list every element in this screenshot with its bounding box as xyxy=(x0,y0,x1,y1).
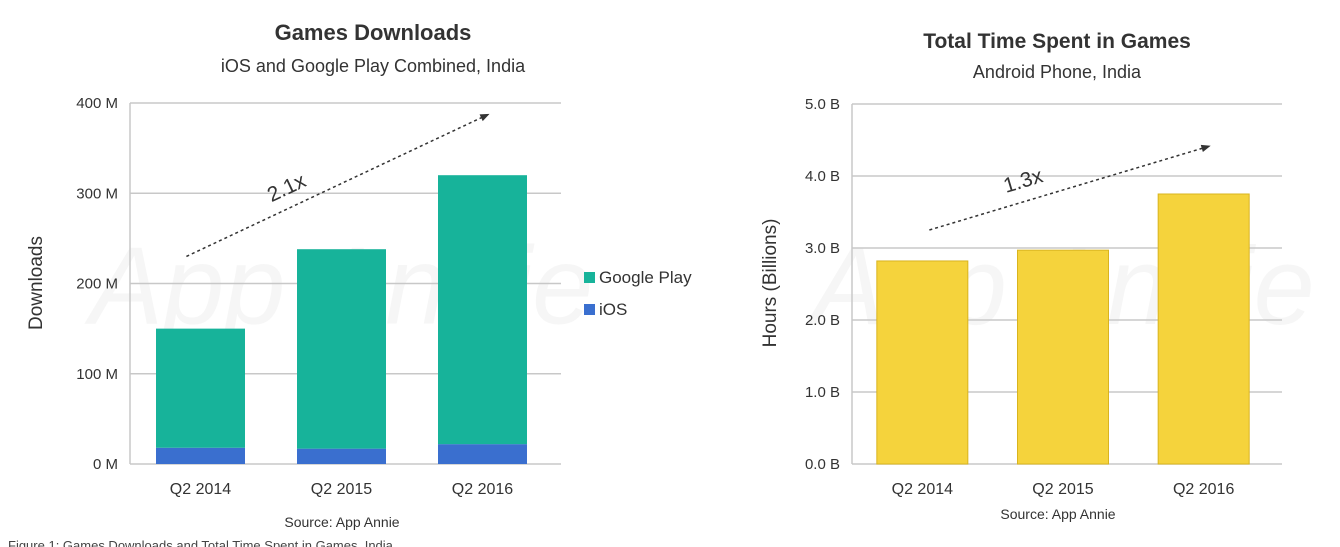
y-tick-label: 0.0 B xyxy=(805,456,840,473)
y-tick-label: 5.0 B xyxy=(805,96,840,113)
x-tick-label: Q2 2016 xyxy=(452,481,513,498)
growth-label: 2.1x xyxy=(264,169,310,207)
bar-google-play xyxy=(156,328,245,448)
y-tick-label: 4.0 B xyxy=(805,168,840,185)
legend: Google Play iOS xyxy=(584,268,692,319)
source-label: Source: App Annie xyxy=(1000,506,1115,522)
x-tick-label: Q2 2015 xyxy=(311,481,372,498)
x-tick-label: Q2 2016 xyxy=(1173,481,1234,498)
chart-title: Total Time Spent in Games xyxy=(923,30,1191,53)
y-tick-label: 200 M xyxy=(76,276,118,293)
bar-value xyxy=(1157,193,1250,465)
bar-ios xyxy=(297,448,386,464)
growth-arrow-head xyxy=(479,113,490,122)
legend-label-google-play: Google Play xyxy=(599,268,692,287)
y-axis-label: Hours (Billions) xyxy=(760,219,781,348)
downloads-chart: Games Downloads iOS and Google Play Comb… xyxy=(26,20,692,530)
x-tick-label: Q2 2014 xyxy=(892,481,953,498)
bar-google-play xyxy=(438,175,527,445)
y-tick-label: 0 M xyxy=(93,456,118,473)
y-tick-label: 100 M xyxy=(76,366,118,383)
x-tick-label: Q2 2015 xyxy=(1032,481,1093,498)
bar-google-play xyxy=(297,249,386,449)
y-tick-label: 300 M xyxy=(76,185,118,202)
growth-label: 1.3x xyxy=(1001,164,1046,198)
growth-arrow-line xyxy=(929,145,1211,231)
time-spent-chart-svg: Total Time Spent in Games Android Phone,… xyxy=(760,30,1282,522)
growth-arrow-head xyxy=(1200,144,1211,152)
chart-subtitle: iOS and Google Play Combined, India xyxy=(221,56,526,76)
bar-value xyxy=(1017,249,1109,465)
source-label: Source: App Annie xyxy=(284,514,399,530)
downloads-chart-svg: Games Downloads iOS and Google Play Comb… xyxy=(26,20,692,530)
y-axis-label: Downloads xyxy=(26,236,47,330)
time-spent-chart: Total Time Spent in Games Android Phone,… xyxy=(720,0,1340,547)
bar-ios xyxy=(156,447,245,464)
growth-arrow-line xyxy=(186,113,490,258)
chart-subtitle: Android Phone, India xyxy=(973,62,1142,82)
y-tick-label: 1.0 B xyxy=(805,384,840,401)
legend-label-ios: iOS xyxy=(599,300,627,319)
figure-caption: Figure 1: Games Downloads and Total Time… xyxy=(8,538,393,547)
y-tick-label: 2.0 B xyxy=(805,312,840,329)
legend-swatch-ios xyxy=(584,304,595,315)
legend-swatch-google-play xyxy=(584,272,595,283)
bar-ios xyxy=(438,444,527,464)
x-tick-label: Q2 2014 xyxy=(170,481,231,498)
y-tick-label: 3.0 B xyxy=(805,240,840,257)
chart-title: Games Downloads xyxy=(275,20,472,45)
bar-value xyxy=(876,260,969,465)
y-tick-label: 400 M xyxy=(76,95,118,112)
